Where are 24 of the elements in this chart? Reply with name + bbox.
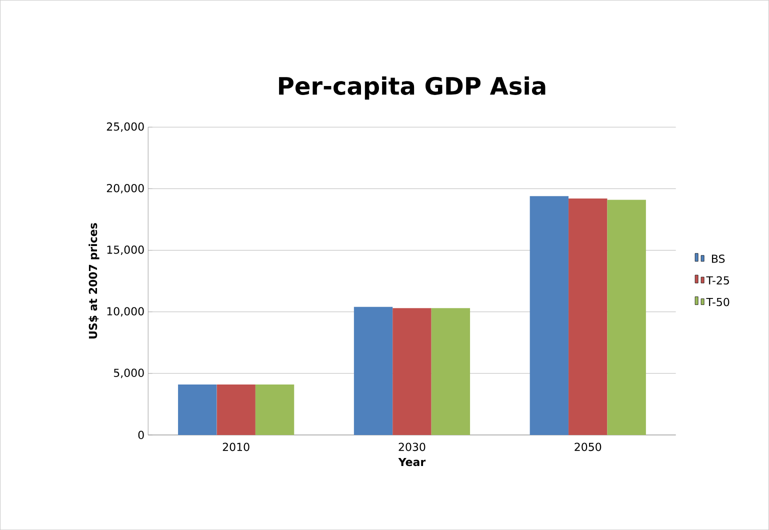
x-tick-label: 2030 (398, 442, 426, 452)
legend-label: T-25 (706, 276, 729, 284)
bar (216, 384, 256, 435)
bar (431, 308, 470, 435)
legend-label: BS (712, 254, 725, 263)
x-tick-label: 2010 (222, 442, 250, 452)
bar (178, 384, 217, 435)
y-tick-label: 15,000 (107, 246, 144, 255)
legend-label: T-50 (706, 298, 730, 306)
bar (530, 196, 569, 435)
y-tick-label: 10,000 (107, 307, 144, 316)
chart-title: Per-capita GDP Asia (279, 76, 546, 100)
y-tick-label: 25,000 (106, 122, 144, 132)
bar (255, 384, 294, 435)
bar (392, 308, 432, 435)
y-tick-label: 20,000 (106, 184, 144, 194)
x-axis-title: Year (398, 458, 426, 466)
x-tick-label: 2050 (574, 442, 602, 452)
bar (568, 198, 608, 435)
y-tick-label: 5,000 (114, 368, 144, 378)
bar (607, 200, 646, 435)
y-tick-label: 0 (138, 430, 144, 440)
y-axis-title: US$ at 2007 prices (88, 223, 100, 338)
bar (354, 306, 393, 435)
